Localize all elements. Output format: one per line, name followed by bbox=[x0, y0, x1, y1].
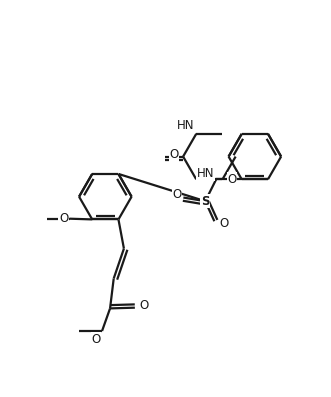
Text: O: O bbox=[169, 148, 178, 161]
Text: O: O bbox=[227, 173, 236, 186]
Text: O: O bbox=[91, 333, 101, 346]
Text: HN: HN bbox=[177, 119, 194, 132]
Text: HN: HN bbox=[197, 167, 214, 180]
Text: O: O bbox=[59, 212, 68, 225]
Text: S: S bbox=[201, 195, 210, 208]
Text: O: O bbox=[139, 299, 149, 312]
Text: O: O bbox=[220, 216, 229, 229]
Text: O: O bbox=[172, 188, 181, 201]
